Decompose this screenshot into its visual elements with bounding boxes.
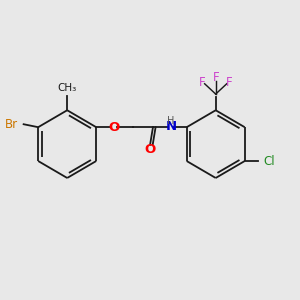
Text: N: N	[166, 120, 177, 133]
Text: Br: Br	[5, 118, 18, 131]
Text: F: F	[198, 76, 205, 89]
Text: Cl: Cl	[264, 154, 275, 167]
Text: O: O	[108, 121, 119, 134]
Text: F: F	[226, 76, 233, 89]
Text: O: O	[144, 143, 156, 156]
Text: F: F	[212, 71, 219, 84]
Text: CH₃: CH₃	[58, 82, 77, 93]
Text: H: H	[167, 116, 175, 126]
